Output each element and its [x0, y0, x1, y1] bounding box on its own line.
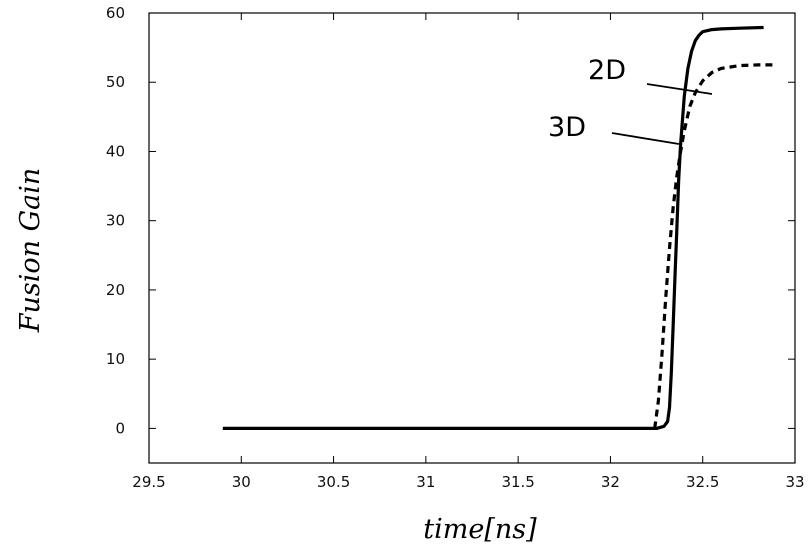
x-tick-label: 32.5 — [686, 473, 719, 491]
y-tick-label: 40 — [106, 142, 125, 160]
annotation-label-3d: 3D — [548, 112, 586, 143]
y-tick-label: 20 — [106, 281, 125, 299]
annotation-leader-2d — [646, 83, 713, 95]
y-axis-label: Fusion Gain — [15, 168, 46, 334]
x-tick-label: 31 — [416, 473, 435, 491]
x-axis-ticks: 29.5 30 30.5 31 31.5 32 32.5 33 — [132, 13, 805, 491]
series-line-2d — [222, 25, 764, 430]
x-tick-label: 29.5 — [132, 473, 165, 491]
y-tick-label: 50 — [106, 73, 125, 91]
y-axis-ticks: 0 10 20 30 40 50 60 — [106, 4, 795, 437]
annotation-leader-3d — [611, 132, 680, 145]
series-line-3d — [653, 63, 777, 429]
y-tick-label: 60 — [106, 4, 125, 22]
series-layer — [222, 25, 777, 430]
x-tick-label: 30.5 — [317, 473, 350, 491]
y-tick-label: 0 — [115, 419, 125, 437]
x-axis-label: time[ns] — [423, 514, 537, 545]
x-tick-label: 31.5 — [501, 473, 534, 491]
annotation-label-2d: 2D — [588, 55, 626, 86]
x-tick-label: 32 — [601, 473, 620, 491]
y-tick-label: 30 — [106, 212, 125, 230]
x-tick-label: 30 — [232, 473, 251, 491]
x-tick-label: 33 — [785, 473, 804, 491]
plot-frame — [148, 12, 796, 464]
y-tick-label: 10 — [106, 350, 125, 368]
